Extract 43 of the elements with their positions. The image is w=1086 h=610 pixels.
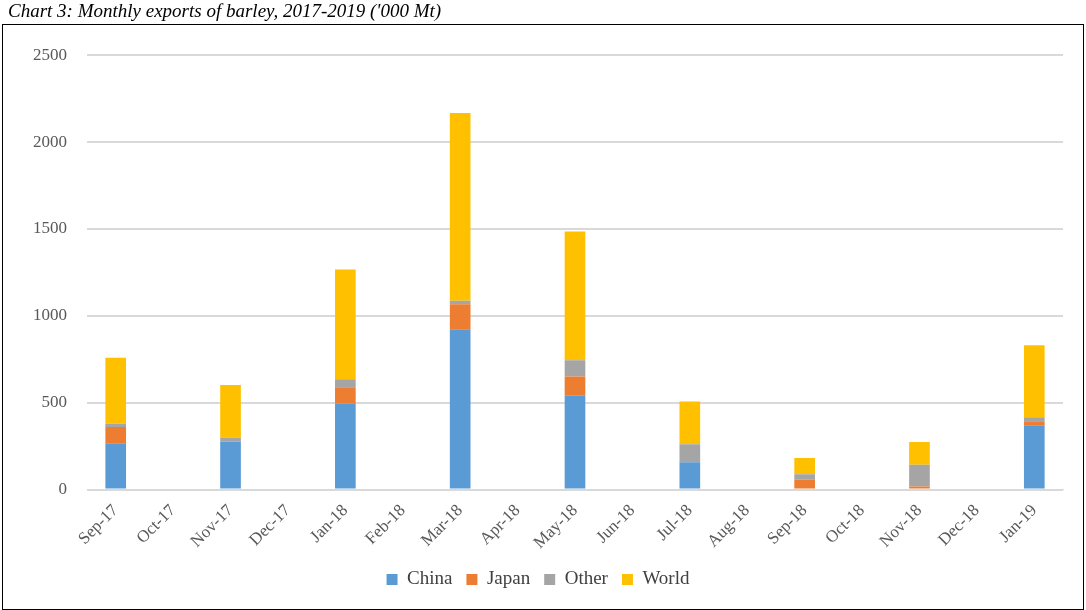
bar	[449, 113, 471, 301]
bar	[679, 401, 701, 445]
y-tick-label: 1000	[33, 305, 67, 325]
chart-title: Chart 3: Monthly exports of barley, 2017-2019 ('000 Mt)	[8, 0, 442, 22]
bar	[1023, 345, 1045, 418]
bar	[449, 329, 471, 489]
bar	[1023, 425, 1045, 489]
bar	[335, 269, 356, 380]
bar	[105, 423, 127, 427]
bar	[105, 443, 127, 489]
bar	[449, 304, 471, 330]
bar	[220, 437, 241, 442]
bar	[679, 462, 701, 489]
y-tick-label: 500	[41, 392, 67, 412]
bar	[909, 442, 930, 465]
bar	[679, 444, 701, 463]
bar	[564, 395, 586, 489]
legend-label: World	[642, 567, 690, 589]
bar	[220, 441, 241, 489]
bar	[105, 426, 127, 444]
bar	[909, 464, 930, 487]
bar	[105, 357, 127, 424]
bar	[794, 474, 815, 480]
y-tick-label: 2500	[33, 44, 67, 64]
bar	[564, 376, 586, 396]
bar	[335, 403, 356, 489]
bar	[335, 379, 356, 388]
legend-label: Other	[564, 567, 609, 589]
bar	[335, 387, 356, 404]
bar	[1023, 417, 1045, 422]
bar	[564, 360, 586, 377]
legend-label: China	[407, 567, 453, 589]
bar	[449, 300, 471, 305]
y-tick-label: 0	[58, 478, 67, 498]
bar	[564, 231, 586, 361]
bar	[909, 486, 930, 489]
y-tick-label: 2000	[33, 131, 67, 151]
y-tick-label: 1500	[33, 218, 67, 238]
bar	[1023, 421, 1045, 426]
bar	[794, 479, 815, 489]
bar	[794, 458, 815, 475]
bar	[220, 384, 241, 438]
legend-label: Japan	[486, 567, 531, 589]
